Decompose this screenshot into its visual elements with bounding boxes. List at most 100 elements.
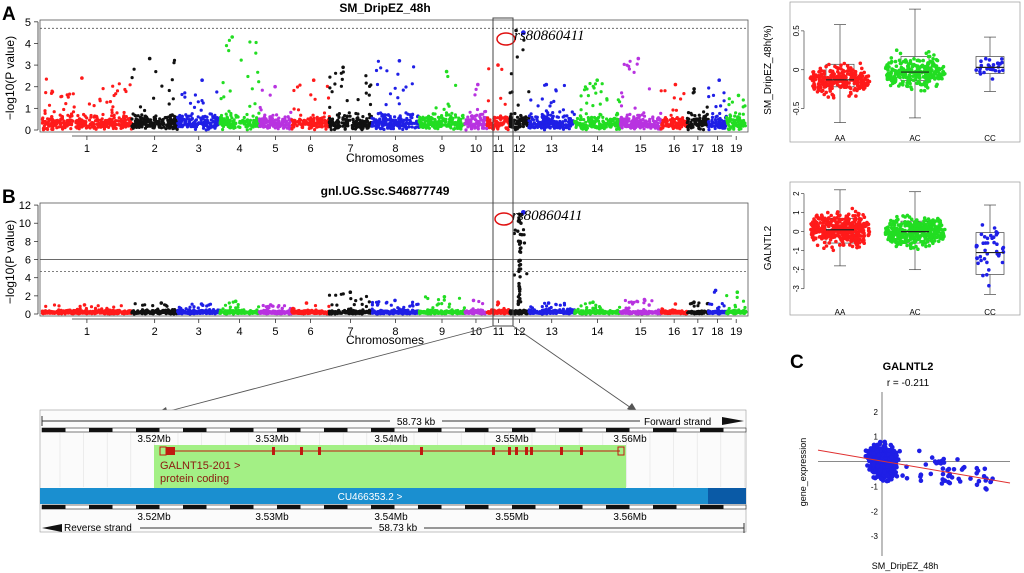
- snp-point: [52, 311, 56, 315]
- snp-point: [565, 114, 569, 118]
- x-tick-label: 3: [196, 143, 202, 155]
- snp-point: [335, 119, 339, 123]
- snp-point: [343, 127, 347, 131]
- snp-point: [619, 119, 623, 123]
- snp-point: [685, 121, 689, 125]
- snp-point: [280, 119, 284, 123]
- snp-point: [493, 116, 497, 120]
- snp-point: [366, 126, 370, 130]
- annotated-snp-point: [520, 30, 526, 36]
- snp-point: [573, 121, 577, 125]
- snp-point: [385, 300, 389, 304]
- snp-point: [110, 110, 114, 115]
- snp-point: [556, 115, 561, 119]
- snp-point: [548, 104, 552, 108]
- snp-point: [509, 112, 513, 116]
- snp-point: [496, 116, 500, 120]
- snp-point: [366, 123, 370, 127]
- snp-point: [98, 311, 102, 315]
- snp-point: [446, 102, 450, 106]
- snp-point: [192, 120, 196, 124]
- snp-point: [574, 125, 578, 129]
- snp-point: [170, 78, 174, 82]
- snp-point: [245, 123, 249, 127]
- snp-point: [702, 115, 706, 119]
- snp-point: [71, 92, 75, 96]
- snp-point: [232, 118, 236, 122]
- snp-point: [546, 111, 550, 115]
- snp-point: [184, 307, 188, 311]
- snp-point: [66, 121, 70, 125]
- snp-point: [509, 72, 513, 76]
- snp-point: [358, 124, 362, 128]
- snp-point: [253, 102, 257, 106]
- snp-point: [50, 115, 54, 119]
- snp-point: [124, 89, 128, 94]
- snp-point: [595, 117, 599, 121]
- y-tick-label: 2: [25, 82, 31, 94]
- snp-point: [266, 119, 270, 124]
- snp-point: [561, 108, 566, 112]
- snp-peak-point: [496, 63, 500, 67]
- snp-point: [554, 89, 558, 93]
- snp-point: [226, 123, 230, 127]
- snp-point: [228, 89, 232, 93]
- snp-point: [393, 115, 397, 119]
- manhattan-a-y-label: −log10(P value): [3, 36, 17, 120]
- snp-point: [496, 126, 500, 130]
- snp-point: [421, 118, 425, 122]
- snp-point: [219, 310, 224, 314]
- snp-point: [196, 100, 200, 104]
- snp-point: [187, 118, 192, 122]
- snp-point: [324, 127, 328, 131]
- snp-point: [41, 128, 46, 132]
- chromosome-3-points: [176, 78, 222, 132]
- snp-point: [487, 67, 491, 71]
- snp-point: [672, 96, 676, 100]
- snp-point: [139, 311, 143, 315]
- snp-point: [138, 105, 143, 109]
- snp-point: [621, 95, 625, 99]
- snp-point: [341, 116, 345, 120]
- snp-point: [561, 120, 565, 124]
- snp-point: [605, 117, 609, 121]
- snp-point: [462, 306, 466, 310]
- snp-point: [656, 121, 660, 125]
- snp-point: [119, 126, 123, 130]
- snp-point: [397, 102, 401, 106]
- snp-point: [702, 122, 706, 126]
- snp-point: [211, 116, 215, 120]
- snp-point: [547, 120, 551, 124]
- snp-point: [374, 68, 379, 73]
- chromosome-11-points: [485, 63, 512, 132]
- x-tick-label: 1: [84, 143, 90, 155]
- snp-point: [473, 93, 477, 97]
- snp-point: [401, 127, 405, 131]
- snp-point: [43, 311, 48, 315]
- snp-point: [396, 72, 400, 76]
- snp-point: [251, 114, 255, 118]
- snp-point: [258, 311, 262, 315]
- snp-point: [721, 126, 725, 130]
- y-tick-label: 5: [25, 17, 31, 29]
- snp-point: [499, 96, 503, 100]
- snp-point: [154, 114, 158, 118]
- snp-point: [690, 113, 694, 117]
- snp-point: [623, 122, 628, 126]
- snp-point: [316, 309, 320, 313]
- snp-point: [686, 118, 690, 122]
- snp-point: [140, 113, 144, 117]
- snp-point: [330, 90, 334, 94]
- snp-point: [126, 309, 130, 313]
- snp-point: [361, 311, 365, 315]
- snp-point: [689, 126, 693, 130]
- snp-point: [356, 112, 360, 116]
- snp-point: [734, 111, 738, 115]
- snp-point: [386, 124, 390, 128]
- snp-point: [410, 303, 414, 307]
- snp-point: [383, 309, 388, 313]
- snp-point: [518, 300, 523, 304]
- snp-point: [436, 298, 441, 302]
- snp-point: [563, 118, 568, 122]
- snp-point: [581, 122, 585, 126]
